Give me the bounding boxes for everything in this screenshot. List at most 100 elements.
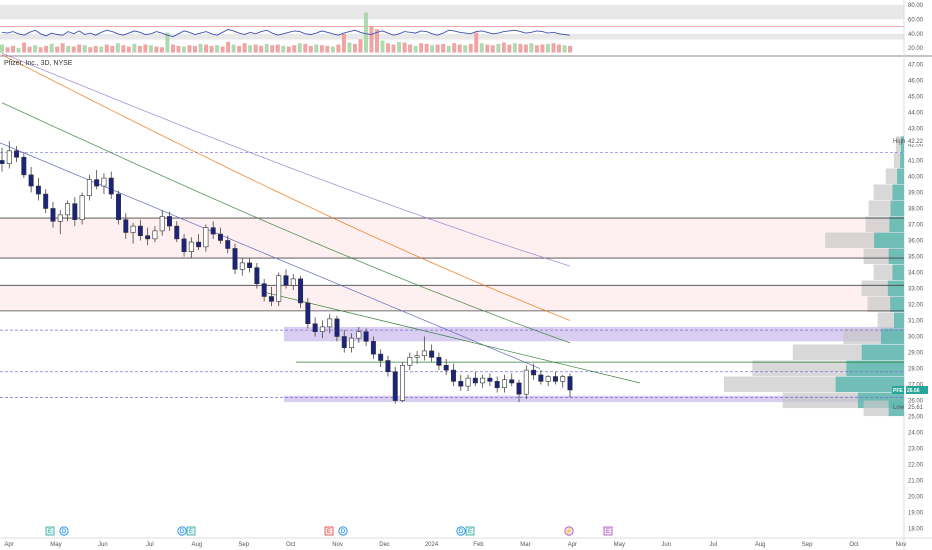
moving-average-line xyxy=(1,54,571,321)
volume-bar xyxy=(71,46,76,53)
price-zone xyxy=(284,395,904,403)
volume-bar xyxy=(402,42,407,53)
time-tick-label: Oct xyxy=(286,542,296,548)
candle-body xyxy=(509,379,515,384)
price-tick-label: 29.00 xyxy=(908,351,924,357)
volume-bar xyxy=(352,43,357,53)
candle-body xyxy=(116,193,121,220)
price-tick-label: 39.00 xyxy=(908,190,924,196)
volume-profile-row-value xyxy=(890,296,904,313)
candle-body xyxy=(283,275,289,286)
time-tick-label: Nov xyxy=(896,542,907,548)
rsi-pane xyxy=(0,4,904,53)
volume-bar xyxy=(193,45,198,53)
volume-bar xyxy=(358,39,363,53)
price-tick-label: 38.00 xyxy=(908,206,924,212)
time-tick-label: Jul xyxy=(146,542,154,548)
candle-body xyxy=(28,174,34,187)
volume-bar xyxy=(330,46,335,53)
volume-bar xyxy=(170,44,175,53)
candle-body xyxy=(392,371,398,401)
volume-profile-row-value xyxy=(892,264,904,280)
candle-body xyxy=(14,150,20,158)
event-markers: E D D E E D D E E⚡ xyxy=(45,526,613,536)
chart-title: Pfizer, Inc., 3D, NYSE xyxy=(4,60,73,67)
volume-profile-row-value xyxy=(888,248,904,264)
volume-bar xyxy=(529,43,534,53)
volume-bar xyxy=(82,45,87,53)
volume-profile-row xyxy=(895,136,904,152)
time-tick-label: Feb xyxy=(473,542,484,548)
candle-body xyxy=(436,357,442,366)
candle-body xyxy=(108,177,114,195)
price-tick-label: 18.00 xyxy=(908,527,924,533)
volume-bar xyxy=(44,45,49,53)
volume-bar xyxy=(253,44,258,53)
volume-bar xyxy=(231,44,236,53)
volume-bar xyxy=(115,43,120,53)
volume-bar xyxy=(463,45,468,53)
volume-bar xyxy=(507,44,512,53)
time-tick-label: May xyxy=(614,542,625,548)
volume-bar xyxy=(518,43,523,53)
candle-body xyxy=(167,216,172,227)
volume-bar xyxy=(297,43,302,53)
candle-body xyxy=(414,355,420,358)
candle-body xyxy=(552,376,558,382)
range-shade xyxy=(0,218,904,259)
candle-body xyxy=(305,302,311,325)
price-tick-label: 26.00 xyxy=(908,399,924,405)
volume-bar xyxy=(286,46,291,53)
volume-bar xyxy=(512,43,517,53)
volume-bar xyxy=(468,43,473,53)
volume-bar xyxy=(446,45,451,53)
volume-bar xyxy=(198,43,203,53)
price-tick-label: 37.00 xyxy=(908,222,924,228)
candle-body xyxy=(560,376,566,382)
candle-body xyxy=(35,185,41,195)
high-value: 42.22 xyxy=(908,139,924,145)
event-marker-label: D xyxy=(62,529,67,535)
volume-bar xyxy=(441,43,446,53)
price-tick-label: 36.00 xyxy=(908,238,924,244)
volume-bar xyxy=(88,47,93,53)
volume-bar xyxy=(215,45,220,53)
volume-bar xyxy=(479,43,484,53)
volume-bar xyxy=(49,43,54,53)
event-marker-label: E xyxy=(606,529,610,535)
price-tick-label: 35.00 xyxy=(908,254,924,260)
volume-bar xyxy=(38,47,43,53)
volume-profile-row-value xyxy=(846,360,904,377)
candle-body xyxy=(334,318,340,337)
high-value-bg xyxy=(906,136,926,144)
candle-body xyxy=(370,341,376,355)
time-tick-label: Sep xyxy=(238,542,249,548)
volume-bar xyxy=(314,44,319,53)
volume-profile-row-value xyxy=(894,312,904,329)
candle-body xyxy=(363,331,369,342)
candle-body xyxy=(494,381,500,389)
rsi-line xyxy=(1,28,571,38)
candle-body xyxy=(385,360,391,373)
volume-bar xyxy=(264,43,269,53)
candle-body xyxy=(79,195,85,220)
time-tick-label: May xyxy=(50,542,61,548)
volume-bar xyxy=(336,44,341,53)
candle-body xyxy=(341,336,347,349)
event-marker-label: E xyxy=(189,529,193,535)
candle-body xyxy=(123,219,129,233)
volume-profile-row-value xyxy=(835,376,904,393)
volume-bar xyxy=(308,45,313,53)
volume-bar xyxy=(226,41,231,53)
event-marker xyxy=(338,526,348,536)
rsi-tick-label: 60.00 xyxy=(908,17,924,23)
volume-bar xyxy=(126,46,131,53)
price-tick-label: 43.00 xyxy=(908,126,924,132)
volume-bar xyxy=(551,43,556,53)
volume-bar xyxy=(303,43,308,53)
volume-bar xyxy=(457,44,462,53)
volume-bar xyxy=(562,45,567,53)
candle-body xyxy=(21,156,27,176)
event-marker-label: D xyxy=(180,529,185,535)
